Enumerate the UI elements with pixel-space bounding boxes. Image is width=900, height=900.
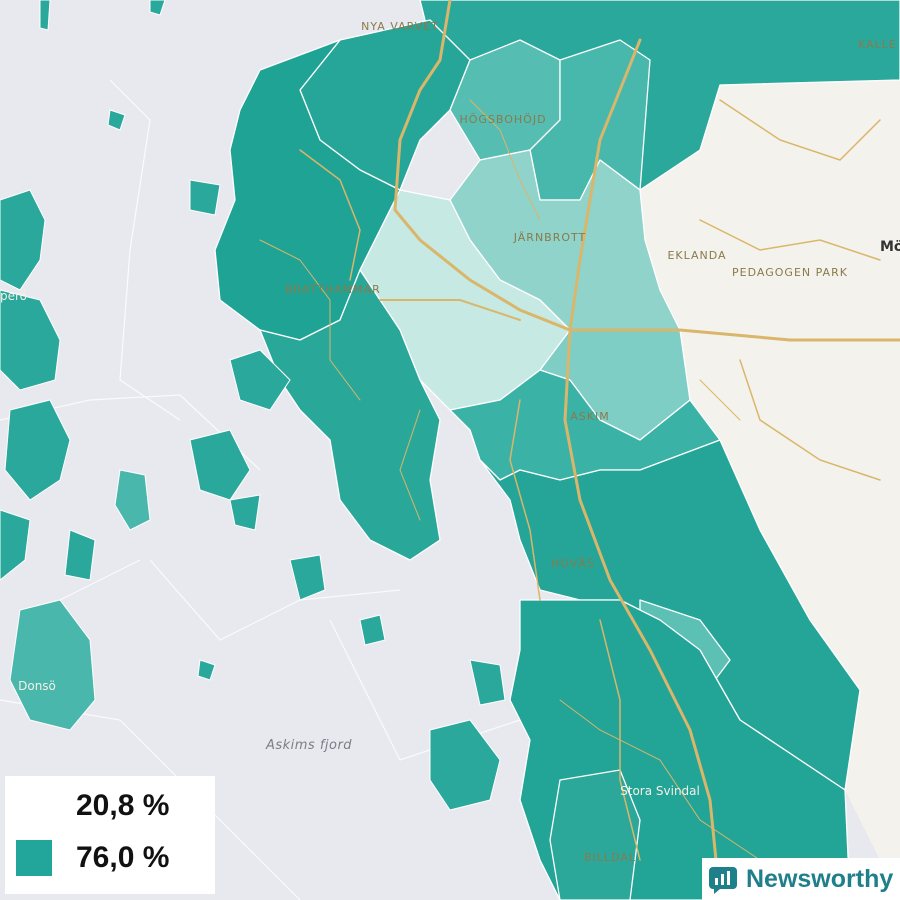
district-west-south[interactable]: [259, 269, 441, 561]
label-nya-varvet: NYA VARVET: [361, 20, 439, 33]
label-molndal-fragment: Mö: [880, 239, 900, 255]
label-kallebo-fragment: KALLE: [858, 38, 897, 51]
label-billdal: BILLDAL: [584, 851, 636, 864]
place-labels: NYA VARVET HÖGSBOHÖJD JÄRNBROTT EKLANDA …: [0, 20, 900, 864]
neighbour-municipality-land: [640, 80, 900, 900]
label-askims-fjord: Askims fjord: [265, 738, 352, 753]
label-bratthammar: BRATTHAMMAR: [285, 283, 381, 296]
islands: [0, 0, 506, 811]
label-hovas: HOVÅS: [551, 557, 595, 570]
legend: 20,8 % 76,0 %: [5, 776, 215, 894]
legend-label-min: 20,8 %: [76, 789, 170, 822]
newsworthy-wordmark: Newsworthy: [746, 864, 894, 893]
legend-label-max: 76,0 %: [76, 841, 170, 874]
label-stora-svindal: Stora Svindal: [620, 784, 700, 798]
newsworthy-brand[interactable]: Newsworthy: [702, 858, 900, 900]
label-hogsbohojd: HÖGSBOHÖJD: [459, 113, 546, 126]
roads: [259, 0, 900, 900]
legend-row-min: 20,8 %: [5, 788, 169, 824]
label-askim: ASKIM: [570, 410, 609, 423]
districts[interactable]: [214, 0, 900, 900]
newsworthy-logo-icon: [709, 867, 737, 894]
label-jarnbrott: JÄRNBROTT: [513, 231, 587, 244]
legend-swatch-min: [16, 788, 52, 824]
label-donso: Donsö: [18, 679, 56, 693]
label-pedagogen-park: PEDAGOGEN PARK: [732, 266, 848, 279]
label-eklanda: EKLANDA: [667, 249, 726, 262]
legend-swatch-max: [16, 840, 52, 876]
label-styrso-fragment: perö: [0, 289, 27, 303]
legend-row-max: 76,0 %: [5, 840, 169, 876]
